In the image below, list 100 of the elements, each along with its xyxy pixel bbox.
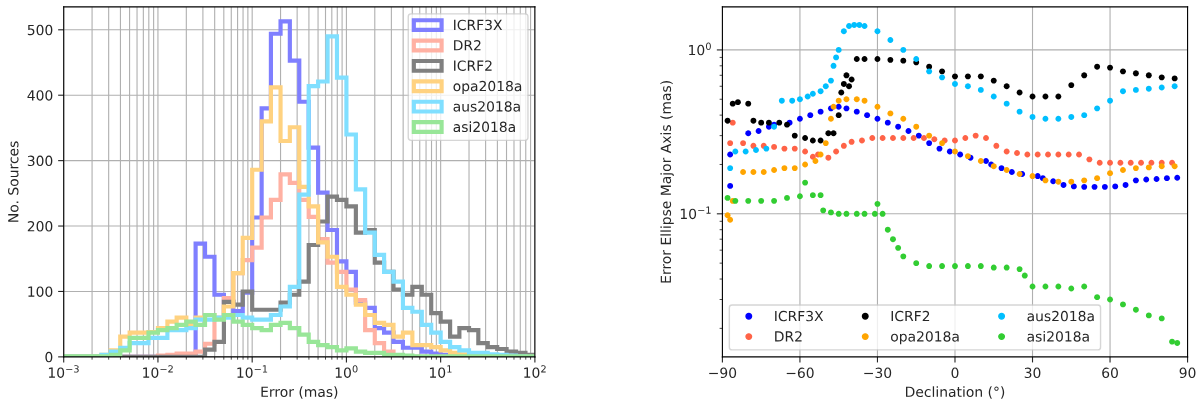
point	[895, 244, 902, 251]
point	[789, 97, 796, 104]
point	[802, 135, 809, 141]
point	[1045, 151, 1051, 158]
point	[926, 263, 933, 269]
point	[758, 119, 765, 126]
point	[1094, 105, 1101, 112]
y-tick-label: 500	[27, 24, 53, 36]
point	[833, 54, 840, 61]
point	[952, 148, 958, 155]
point	[796, 193, 803, 200]
point	[825, 130, 832, 137]
point	[1055, 115, 1062, 122]
point	[952, 73, 958, 80]
legend-label: opa2018a	[453, 80, 522, 94]
x-tick-label: 10$^{0}$	[335, 365, 358, 378]
point	[1127, 159, 1134, 166]
point	[905, 128, 912, 134]
point	[727, 182, 734, 189]
point	[874, 200, 881, 207]
point	[1174, 339, 1181, 346]
y-axis-title: No. Sources	[8, 141, 19, 222]
x-tick-label: 10$^{−3}$	[48, 365, 79, 378]
point	[1132, 165, 1139, 172]
point	[964, 263, 971, 269]
point	[771, 197, 778, 204]
point	[771, 143, 778, 150]
point	[874, 28, 881, 35]
point	[1145, 312, 1152, 319]
point	[856, 22, 863, 28]
point	[890, 135, 896, 141]
point	[887, 37, 894, 43]
point	[861, 23, 868, 29]
point	[926, 68, 933, 75]
point	[1076, 151, 1082, 158]
point	[1145, 72, 1152, 79]
point	[1068, 82, 1075, 89]
point	[1091, 183, 1098, 190]
point	[1029, 283, 1036, 290]
point	[846, 83, 852, 90]
point	[835, 103, 842, 110]
point	[1122, 182, 1129, 188]
point	[900, 115, 907, 122]
point	[871, 210, 878, 217]
point	[742, 148, 749, 155]
point	[1029, 113, 1036, 120]
point	[840, 28, 847, 35]
point	[1055, 178, 1062, 185]
point	[840, 81, 847, 87]
point	[820, 207, 827, 214]
x-tick-label: 60	[1102, 367, 1118, 379]
point	[1003, 100, 1010, 107]
point	[817, 192, 824, 199]
point	[910, 135, 917, 141]
point	[952, 137, 958, 144]
x-tick-label: 90	[1179, 367, 1196, 379]
point	[809, 153, 816, 160]
legend-label: aus2018a	[1027, 310, 1094, 322]
point	[861, 210, 868, 217]
point	[853, 56, 860, 62]
point	[879, 210, 886, 217]
point	[830, 62, 837, 69]
point	[853, 210, 860, 217]
point	[809, 192, 816, 199]
point	[1143, 176, 1150, 183]
point	[926, 132, 933, 139]
point	[835, 97, 842, 104]
point	[835, 210, 842, 217]
point	[895, 123, 902, 130]
point	[931, 136, 938, 143]
point	[1016, 108, 1023, 115]
point	[977, 263, 984, 269]
point	[1120, 167, 1126, 173]
point	[1117, 159, 1124, 166]
point	[1145, 85, 1152, 92]
point	[833, 148, 840, 155]
x-axis-title: Error (mas)	[261, 386, 338, 399]
point	[890, 236, 896, 243]
point	[853, 108, 860, 115]
x-tick-label: 0	[951, 367, 959, 379]
point	[913, 123, 920, 130]
point	[1148, 159, 1155, 166]
point	[745, 130, 752, 137]
point	[861, 56, 868, 62]
point	[771, 167, 778, 173]
point	[1132, 86, 1139, 93]
point	[1107, 97, 1113, 104]
x-tick-label: −90	[709, 367, 737, 379]
point	[828, 77, 834, 84]
point	[864, 112, 871, 119]
point	[791, 132, 798, 139]
point	[884, 119, 891, 126]
point	[972, 132, 979, 139]
point	[1029, 173, 1036, 179]
point	[1003, 167, 1010, 173]
point	[1081, 72, 1088, 79]
point	[853, 96, 860, 103]
point	[1042, 93, 1049, 100]
point	[926, 140, 933, 147]
point	[848, 138, 855, 145]
